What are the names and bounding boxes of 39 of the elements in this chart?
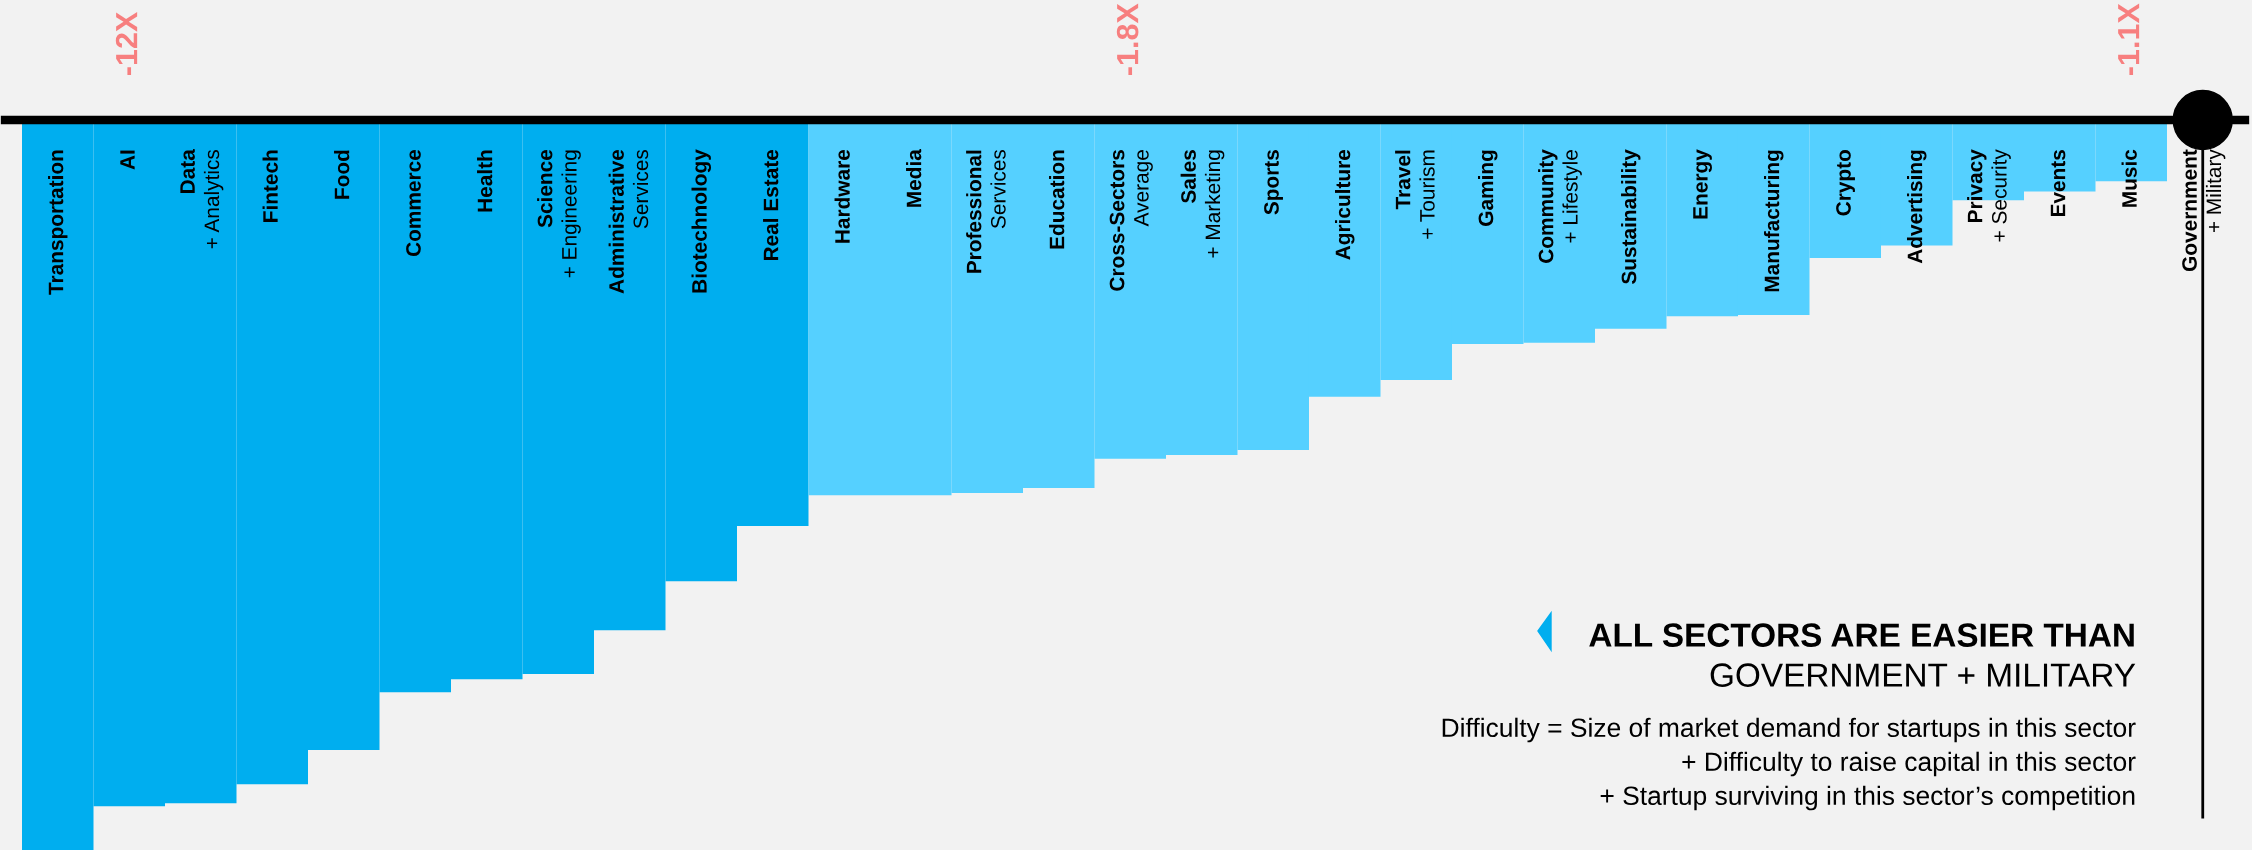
- annotation: -12X: [115, 11, 138, 76]
- x-tick-label: Manufacturing: [1763, 150, 1784, 292]
- x-tick-label: Sustainability: [1621, 149, 1641, 285]
- x-tick-label: Government + Military: [2182, 149, 2226, 272]
- x-tick-label: Advertising: [1906, 150, 1927, 264]
- annotation: Difficulty = Size of market demand for startups in this sector: [1442, 717, 2136, 743]
- x-tick-label: Energy: [1693, 149, 1712, 219]
- x-tick-label: Food: [334, 150, 350, 199]
- x-tick-label: Media: [906, 149, 922, 207]
- annotation: -1.1X: [2118, 3, 2140, 76]
- annotation: + Difficulty to raise capital in this sector: [1682, 751, 2136, 777]
- x-tick-label: Cross-Sectors Average: [1109, 150, 1153, 291]
- x-tick-label: Gaming: [1477, 150, 1498, 226]
- x-tick-label: Real Estate: [763, 149, 779, 261]
- annotation: GOVERNMENT + MILITARY: [1710, 663, 2136, 687]
- x-tick-label: AI: [120, 150, 135, 170]
- x-tick-label: Music: [2121, 149, 2137, 207]
- x-tick-label: Biotechnology: [691, 149, 712, 293]
- x-tick-label: Sales + Marketing: [1180, 150, 1225, 258]
- x-tick-label: Education: [1049, 150, 1065, 249]
- x-tick-label: Community + Lifestyle: [1538, 149, 1582, 263]
- x-tick-label: Administrative Services: [608, 149, 649, 294]
- x-tick-label: Sports: [1264, 150, 1283, 215]
- x-tick-label: Transportation: [48, 150, 68, 295]
- x-tick-label: Hardware: [834, 149, 850, 243]
- x-tick-label: Science + Engineering: [537, 149, 581, 278]
- x-tick-label: Privacy + Security: [1967, 149, 2011, 242]
- x-tick-label: Health: [477, 150, 493, 212]
- x-tick-label: Commerce: [406, 149, 421, 257]
- x-tick-label: Professional Services: [966, 149, 1006, 273]
- x-tick-label: Events: [2050, 150, 2066, 217]
- x-tick-label: Agriculture: [1334, 149, 1355, 260]
- x-tick-label: Crypto: [1836, 150, 1855, 216]
- annotation: -1.8X: [1116, 3, 1139, 76]
- x-tick-label: Fintech: [262, 150, 278, 222]
- x-tick-label: Travel + Tourism: [1395, 150, 1435, 239]
- annotation: ALL SECTORS ARE EASIER THAN: [1589, 623, 2134, 647]
- annotation: + Startup surviving in this sector’s competition: [1600, 785, 2135, 811]
- x-tick-label: Data + Analytics: [180, 149, 224, 249]
